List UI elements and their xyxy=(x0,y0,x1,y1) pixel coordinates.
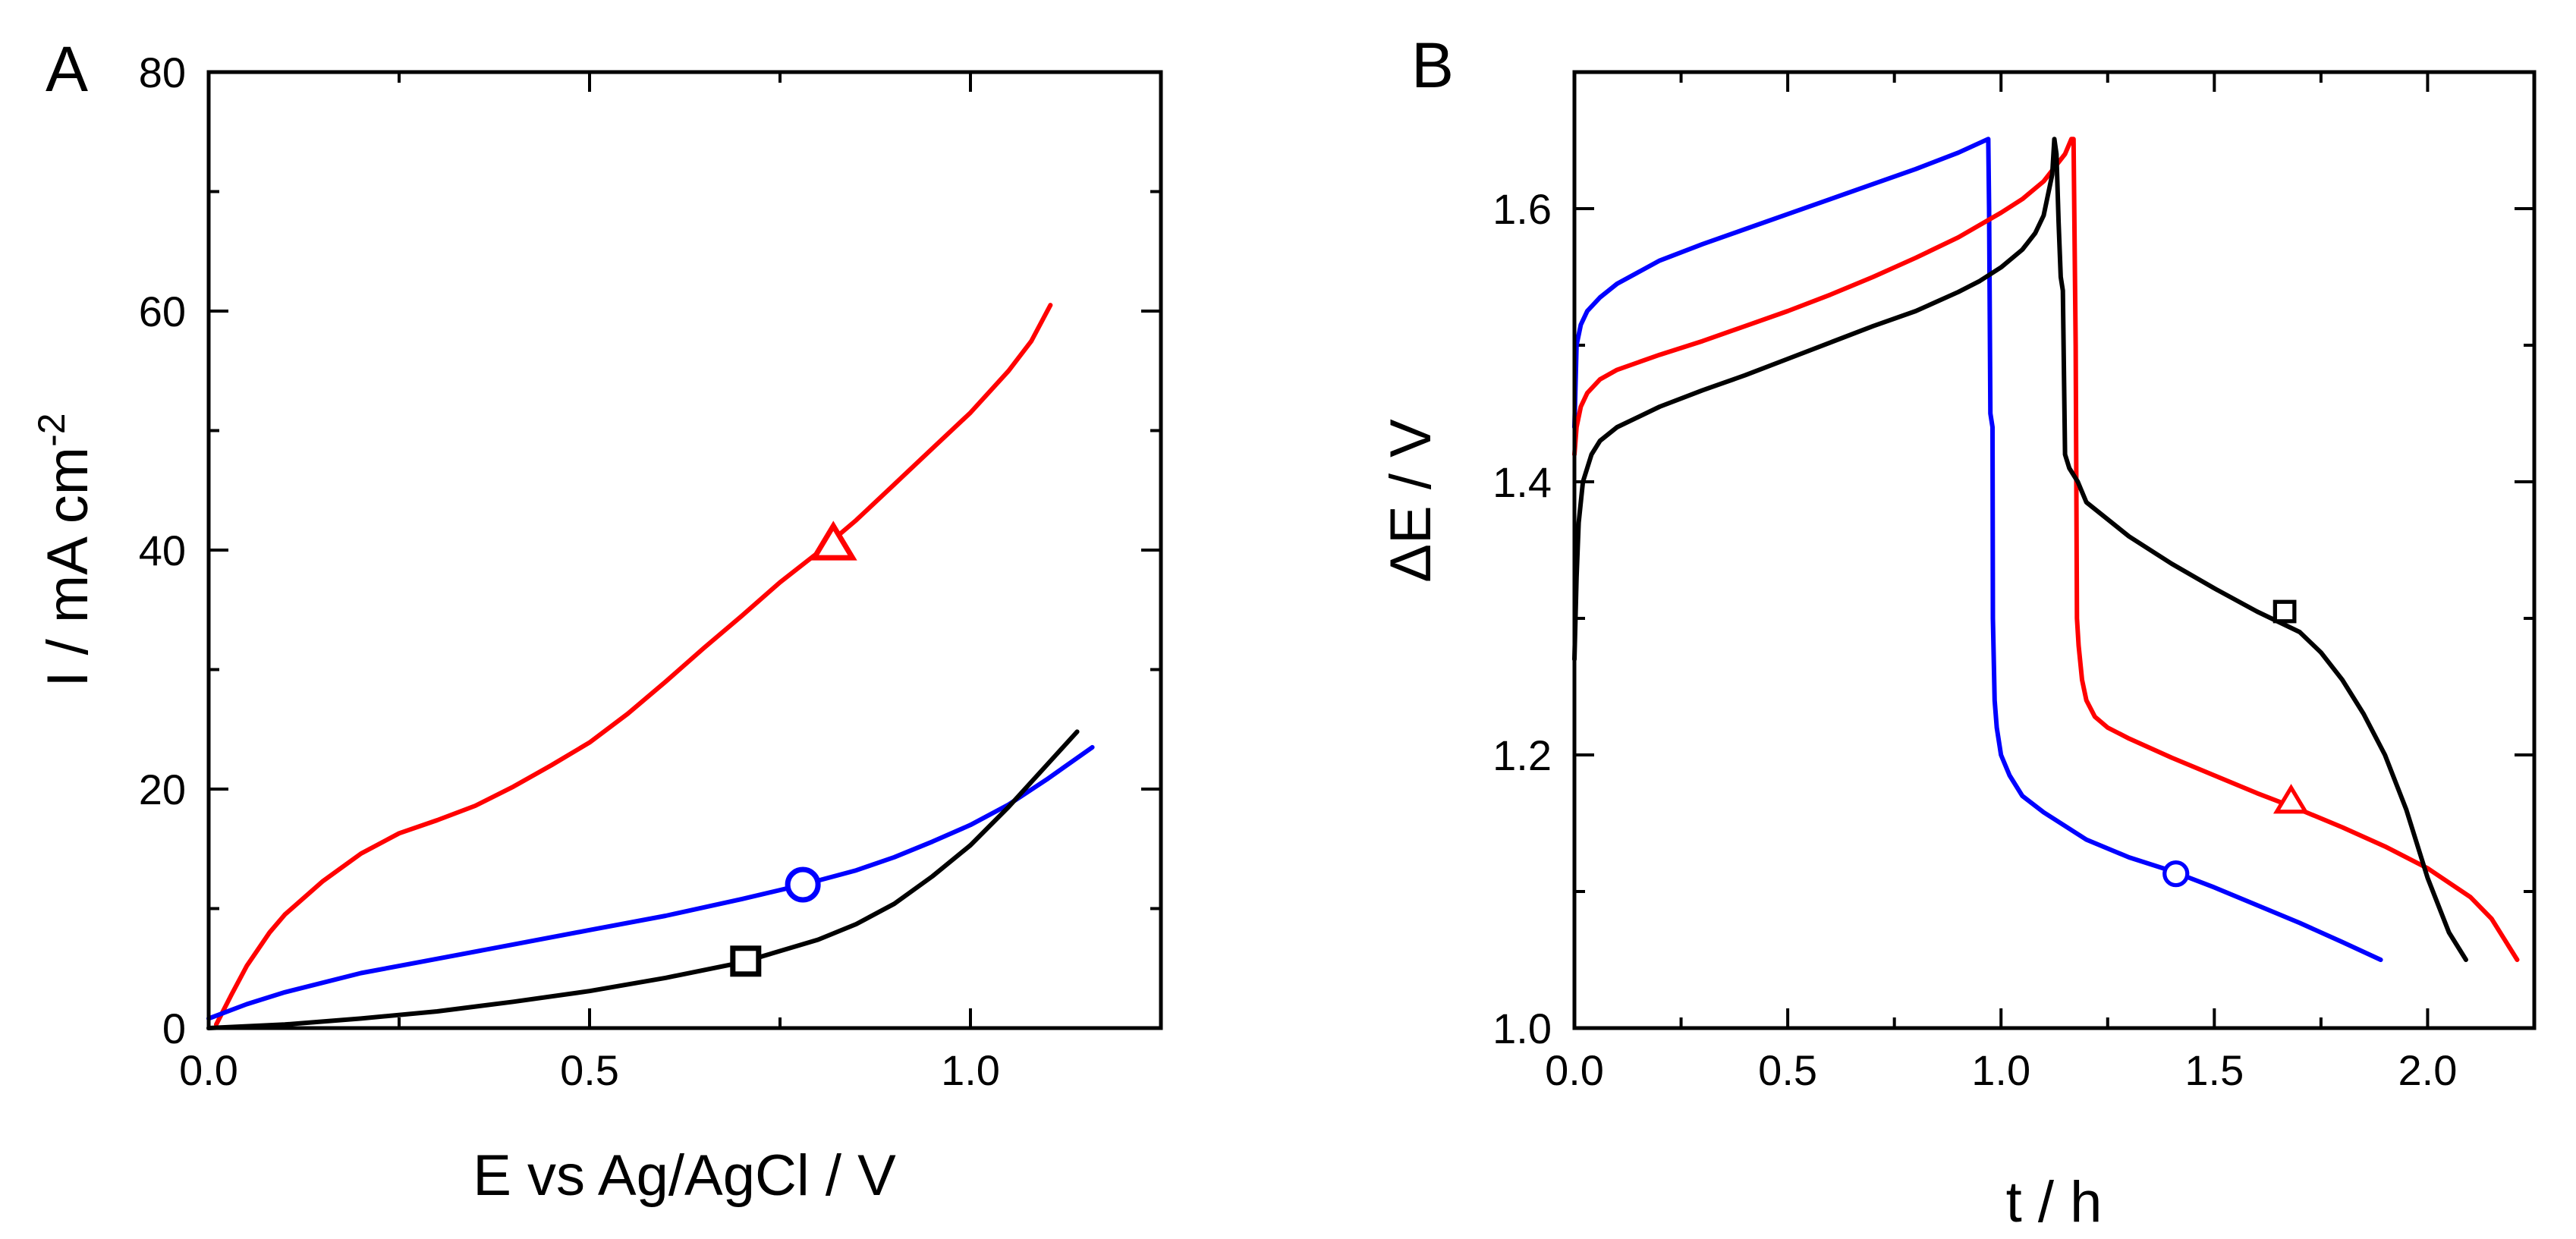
x-tick-label: 1.5 xyxy=(2184,1046,2244,1094)
y-tick-label: 0 xyxy=(162,1005,186,1052)
panel-b-xlabel: t / h xyxy=(2006,1170,2103,1234)
y-tick-label: 1.6 xyxy=(1492,185,1552,233)
series-line xyxy=(214,303,1053,1027)
panel-b-ylabel: ΔE / V xyxy=(1379,419,1443,583)
panel-a-ylabel-sup: -2 xyxy=(30,413,73,446)
panel-a-ticks: 0.0 0.5 1.0 0 20 40 60 80 xyxy=(139,49,1162,1094)
series-line xyxy=(206,744,1095,1021)
panel-a-label: A xyxy=(46,33,88,105)
triangle-marker xyxy=(2272,784,2310,814)
circle-marker xyxy=(2162,860,2190,888)
y-tick-label: 20 xyxy=(139,766,186,813)
series-line xyxy=(1572,137,2468,962)
y-tick-label: 1.4 xyxy=(1492,458,1552,506)
panel-a-xlabel: E vs Ag/AgCl / V xyxy=(473,1143,896,1208)
panel-b-series xyxy=(1572,137,2520,962)
x-tick-label: 0.0 xyxy=(1545,1046,1604,1094)
panel-a-frame xyxy=(206,70,1163,1030)
panel-a-ylabel-text: I / mA cm xyxy=(36,447,100,687)
panel-a: A 0.0 0.5 1.0 0 20 40 60 80 E vs Ag/AgCl / V I … xyxy=(30,33,1163,1208)
y-tick-label: 1.0 xyxy=(1492,1005,1552,1052)
x-tick-label: 1.0 xyxy=(1971,1046,2030,1094)
y-tick-label: 80 xyxy=(139,49,186,96)
x-tick-label: 0.5 xyxy=(560,1046,619,1094)
panel-b-frame xyxy=(1572,70,2537,1030)
x-tick-label: 2.0 xyxy=(2398,1046,2458,1094)
series-line xyxy=(206,729,1080,1030)
triangle-marker xyxy=(809,520,857,561)
panel-a-ylabel: I / mA cm-2 xyxy=(30,413,100,687)
square-marker xyxy=(730,945,762,977)
y-tick-label: 1.2 xyxy=(1492,731,1552,779)
y-tick-label: 40 xyxy=(139,527,186,574)
x-tick-label: 0.5 xyxy=(1758,1046,1817,1094)
series-line xyxy=(1572,137,2520,962)
x-tick-label: 1.0 xyxy=(941,1046,1000,1094)
x-tick-label: 0.0 xyxy=(179,1046,238,1094)
panel-b-ticks: 0.0 0.5 1.0 1.5 2.0 1.0 1.2 1.4 1.6 xyxy=(1492,71,2536,1094)
panel-b: B 0.0 0.5 1.0 1.5 2.0 1.0 1.2 1.4 1.6 t / h ΔE /… xyxy=(1379,30,2537,1234)
circle-marker xyxy=(785,866,821,903)
y-tick-label: 60 xyxy=(139,288,186,335)
square-marker xyxy=(2272,599,2297,624)
panel-a-series xyxy=(206,303,1095,1030)
series-line xyxy=(1572,137,2383,962)
panel-b-label: B xyxy=(1411,30,1454,101)
